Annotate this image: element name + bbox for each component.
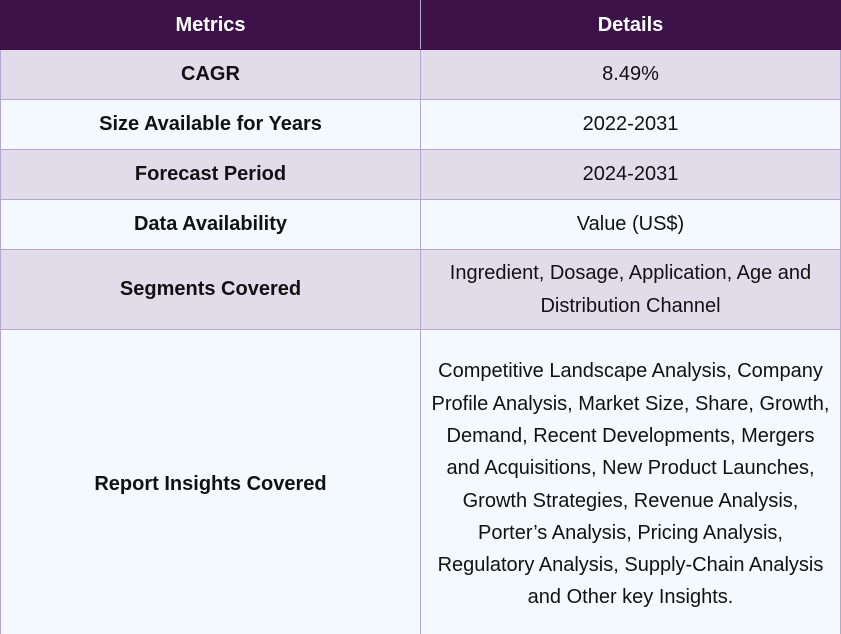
table-row: Data Availability Value (US$)	[0, 199, 841, 250]
metric-cell: Size Available for Years	[0, 99, 421, 150]
metric-cell: Report Insights Covered	[0, 329, 421, 634]
table-row: Segments Covered Ingredient, Dosage, App…	[0, 249, 841, 330]
header-row: Metrics Details	[0, 0, 841, 50]
details-cell: Ingredient, Dosage, Application, Age and…	[420, 249, 841, 330]
details-cell: 2022-2031	[420, 99, 841, 150]
header-details: Details	[420, 0, 841, 50]
table-row: Forecast Period 2024-2031	[0, 149, 841, 200]
header-metrics: Metrics	[0, 0, 421, 50]
table-header: Metrics Details	[0, 0, 841, 50]
table-row: Report Insights Covered Competitive Land…	[0, 329, 841, 634]
table-row: CAGR 8.49%	[0, 49, 841, 100]
details-cell: Value (US$)	[420, 199, 841, 250]
details-cell: 2024-2031	[420, 149, 841, 200]
details-cell: Competitive Landscape Analysis, Company …	[420, 329, 841, 634]
metric-cell: Data Availability	[0, 199, 421, 250]
metric-cell: CAGR	[0, 49, 421, 100]
table-row: Size Available for Years 2022-2031	[0, 99, 841, 150]
metric-cell: Forecast Period	[0, 149, 421, 200]
table-body: CAGR 8.49% Size Available for Years 2022…	[0, 49, 841, 634]
details-cell: 8.49%	[420, 49, 841, 100]
metric-cell: Segments Covered	[0, 249, 421, 330]
